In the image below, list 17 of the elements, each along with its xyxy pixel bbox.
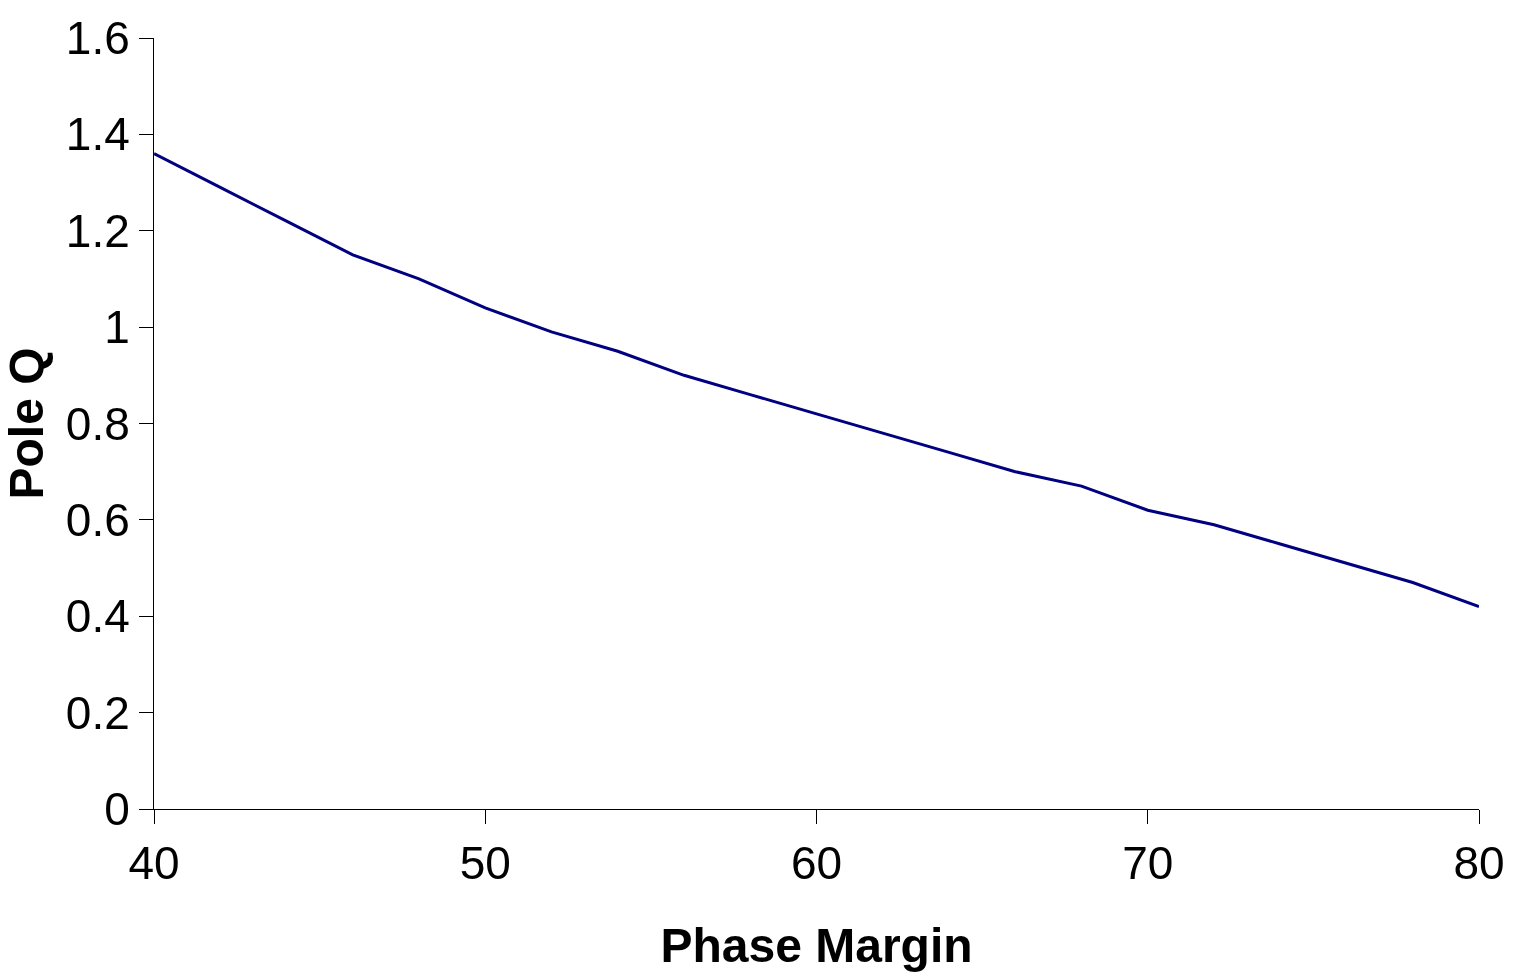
line-series [154,152,1479,609]
y-tick-label: 1.4 [65,108,130,161]
x-tick-label: 80 [1453,837,1505,890]
x-tick-label: 40 [128,837,180,890]
y-tick-label: 0.6 [65,493,130,546]
x-tick-label: 70 [1122,837,1174,890]
y-tick-label: 0.8 [65,397,130,450]
y-tick-label: 1.6 [65,12,130,65]
y-tick-label: 0 [104,783,130,836]
x-tick-label: 50 [459,837,511,890]
y-tick-label: 0.2 [65,686,130,739]
y-axis-title: Pole Q [0,347,53,500]
y-tick-label: 1 [104,301,130,354]
y-tick-label: 0.4 [65,590,130,643]
y-tick-label: 1.2 [65,204,130,257]
x-axis-title: Phase Margin [660,919,973,973]
x-tick-label: 60 [790,837,843,890]
